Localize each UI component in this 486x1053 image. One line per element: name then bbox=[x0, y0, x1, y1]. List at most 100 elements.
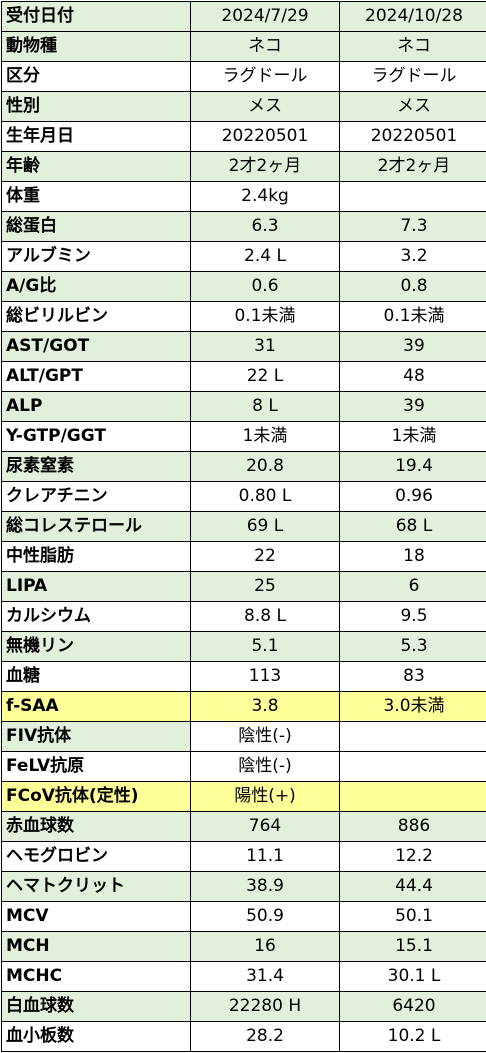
row-value-2: 2才2ヶ月 bbox=[340, 152, 486, 182]
row-value-1: 22280 H bbox=[191, 992, 340, 1022]
row-value-1: 5.1 bbox=[191, 632, 340, 662]
row-value-2: 10.2 L bbox=[340, 1022, 486, 1052]
row-value-1: 陰性(-) bbox=[191, 752, 340, 782]
row-label: 血小板数 bbox=[2, 1022, 191, 1052]
row-value-2: 6 bbox=[340, 572, 486, 602]
row-value-2: ラグドール bbox=[340, 62, 486, 92]
row-value-1: 20.8 bbox=[191, 452, 340, 482]
row-value-2: 30.1 L bbox=[340, 962, 486, 992]
row-value-1: 陽性(+) bbox=[191, 782, 340, 812]
row-label: ヘモグロビン bbox=[2, 842, 191, 872]
header-row: 受付日付 2024/7/29 2024/10/28 bbox=[2, 2, 486, 32]
row-value-1: 31 bbox=[191, 332, 340, 362]
row-value-2: 6420 bbox=[340, 992, 486, 1022]
row-label: アルブミン bbox=[2, 242, 191, 272]
row-label: 区分 bbox=[2, 62, 191, 92]
row-value-2 bbox=[340, 182, 486, 212]
row-value-1: 2才2ヶ月 bbox=[191, 152, 340, 182]
row-value-1: 113 bbox=[191, 662, 340, 692]
row-value-1: 69 L bbox=[191, 512, 340, 542]
row-value-2: ネコ bbox=[340, 32, 486, 62]
row-label: 白血球数 bbox=[2, 992, 191, 1022]
row-label: 赤血球数 bbox=[2, 812, 191, 842]
row-value-2: 19.4 bbox=[340, 452, 486, 482]
row-label: f-SAA bbox=[2, 692, 191, 722]
row-value-1: 28.2 bbox=[191, 1022, 340, 1052]
row-label: 体重 bbox=[2, 182, 191, 212]
row-label: A/G比 bbox=[2, 272, 191, 302]
row-value-1: 38.9 bbox=[191, 872, 340, 902]
row-value-1: 2.4kg bbox=[191, 182, 340, 212]
row-value-1: 764 bbox=[191, 812, 340, 842]
row-value-1: 22 bbox=[191, 542, 340, 572]
row-value-1: 22 L bbox=[191, 362, 340, 392]
table-row: FeLV抗原陰性(-) bbox=[2, 752, 486, 782]
row-label: 血糖 bbox=[2, 662, 191, 692]
row-value-1: ネコ bbox=[191, 32, 340, 62]
row-value-2: 3.2 bbox=[340, 242, 486, 272]
row-value-1: 8 L bbox=[191, 392, 340, 422]
header-date-1: 2024/7/29 bbox=[191, 2, 340, 32]
row-value-1: 0.1未満 bbox=[191, 302, 340, 332]
row-label: 尿素窒素 bbox=[2, 452, 191, 482]
row-label: カルシウム bbox=[2, 602, 191, 632]
row-value-1: 8.8 L bbox=[191, 602, 340, 632]
row-value-1: メス bbox=[191, 92, 340, 122]
row-value-1: 16 bbox=[191, 932, 340, 962]
row-label: Y-GTP/GGT bbox=[2, 422, 191, 452]
row-label: 総コレステロール bbox=[2, 512, 191, 542]
row-label: AST/GOT bbox=[2, 332, 191, 362]
row-value-2: 12.2 bbox=[340, 842, 486, 872]
row-value-1: 2.4 L bbox=[191, 242, 340, 272]
row-value-1: 31.4 bbox=[191, 962, 340, 992]
row-label: 生年月日 bbox=[2, 122, 191, 152]
row-value-2: 20220501 bbox=[340, 122, 486, 152]
row-value-2: 0.1未満 bbox=[340, 302, 486, 332]
row-value-1: 20220501 bbox=[191, 122, 340, 152]
row-value-1: 0.80 L bbox=[191, 482, 340, 512]
row-value-1: 6.3 bbox=[191, 212, 340, 242]
row-label: クレアチニン bbox=[2, 482, 191, 512]
row-value-2: 7.3 bbox=[340, 212, 486, 242]
row-value-2: 18 bbox=[340, 542, 486, 572]
table-row-highlighted: FCoV抗体(定性)陽性(+) bbox=[2, 782, 486, 812]
row-value-2: 83 bbox=[340, 662, 486, 692]
table-row: 動物種ネコネコ bbox=[2, 32, 486, 62]
row-value-1: 1未満 bbox=[191, 422, 340, 452]
header-date-2: 2024/10/28 bbox=[340, 2, 486, 32]
row-value-1: 陰性(-) bbox=[191, 722, 340, 752]
header-label: 受付日付 bbox=[2, 2, 191, 32]
row-value-2: 15.1 bbox=[340, 932, 486, 962]
row-label: FIV抗体 bbox=[2, 722, 191, 752]
row-value-2: 0.96 bbox=[340, 482, 486, 512]
row-label: 無機リン bbox=[2, 632, 191, 662]
row-value-1: 0.6 bbox=[191, 272, 340, 302]
row-value-2: 39 bbox=[340, 332, 486, 362]
row-value-2: 68 L bbox=[340, 512, 486, 542]
table-row: 性別メスメス bbox=[2, 92, 486, 122]
row-value-2 bbox=[340, 782, 486, 812]
row-label: 総蛋白 bbox=[2, 212, 191, 242]
row-value-2: 48 bbox=[340, 362, 486, 392]
